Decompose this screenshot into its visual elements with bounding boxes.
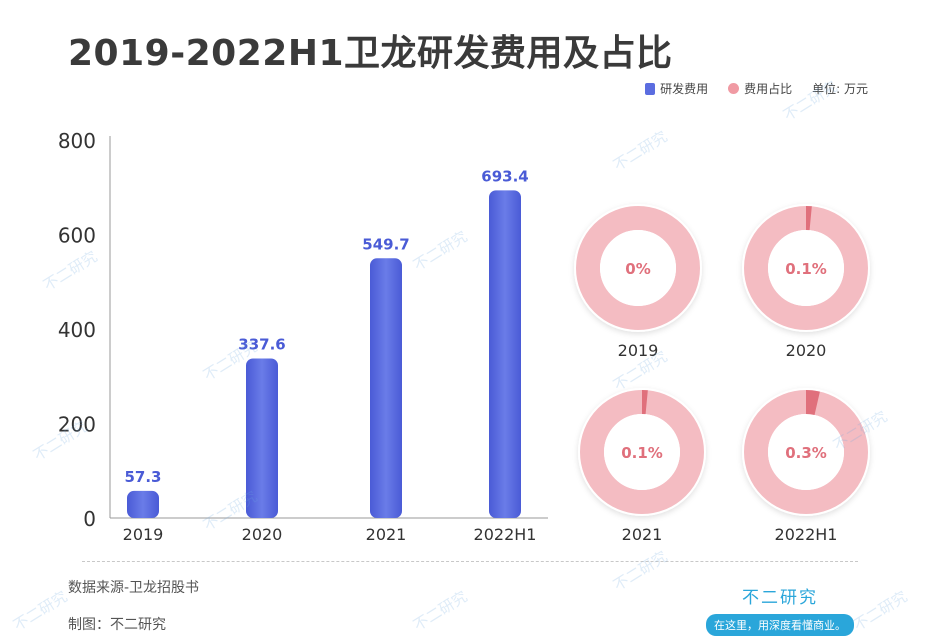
legend-item-ratio: 费用占比	[728, 80, 792, 97]
unit-label: 单位: 万元	[812, 82, 868, 96]
brand-slogan: 在这里，用深度看懂商业。	[706, 614, 854, 636]
x-tick-label: 2021	[366, 525, 407, 544]
bar-value-label: 337.6	[238, 335, 285, 353]
donut-slice	[805, 390, 820, 416]
legend-label-rd: 研发费用	[660, 82, 709, 96]
donut-hole	[768, 230, 844, 306]
donut-hole	[600, 230, 676, 306]
brand-block: 不二研究 在这里，用深度看懂商业。	[700, 583, 860, 636]
y-tick-label: 400	[58, 318, 96, 342]
legend-label-ratio: 费用占比	[744, 82, 793, 96]
bar-value-label: 693.4	[481, 167, 528, 185]
donut-category-label: 2021	[622, 525, 663, 544]
x-tick-label: 2019	[123, 525, 164, 544]
donut-category-label: 2022H1	[775, 525, 838, 544]
y-tick-label: 800	[58, 129, 96, 153]
bar	[370, 258, 402, 518]
chart-canvas: 0 200 400 600 800 57.3 2019 337.6 2020 549.7 2021 6…	[58, 129, 870, 544]
bar-value-label: 549.7	[362, 235, 409, 253]
legend-swatch-ratio	[728, 83, 740, 94]
watermark-text: 不二研究	[10, 587, 71, 635]
divider	[82, 561, 858, 562]
bar	[246, 358, 278, 518]
donut-value-label: 0.1%	[621, 444, 663, 462]
x-tick-label: 2022H1	[474, 525, 537, 544]
donut-value-label: 0.3%	[785, 444, 827, 462]
watermark-text: 不二研究	[410, 587, 471, 635]
chart-title: 2019-2022H1卫龙研发费用及占比	[68, 33, 673, 74]
x-tick-label: 2020	[242, 525, 283, 544]
donut-category-label: 2019	[618, 341, 659, 360]
bar	[489, 190, 521, 518]
bar-value-label: 57.3	[124, 468, 161, 486]
donut-hole	[768, 414, 844, 490]
y-tick-label: 600	[58, 224, 96, 248]
brand-name: 不二研究	[742, 588, 818, 608]
donut-value-label: 0.1%	[785, 260, 827, 278]
legend-swatch-rd	[645, 82, 656, 95]
bar	[127, 490, 159, 518]
legend: 研发费用 费用占比 单位: 万元	[645, 80, 868, 97]
donut-value-label: 0%	[625, 260, 650, 278]
donut-ring	[576, 206, 700, 330]
y-tick-label: 200	[58, 413, 96, 437]
maker-note: 制图：不二研究	[68, 617, 166, 633]
source-note: 数据来源-卫龙招股书	[68, 580, 200, 596]
legend-item-rd: 研发费用	[645, 80, 708, 97]
donut-category-label: 2020	[786, 341, 827, 360]
donut-hole	[604, 414, 680, 490]
y-tick-label: 0	[83, 507, 96, 531]
